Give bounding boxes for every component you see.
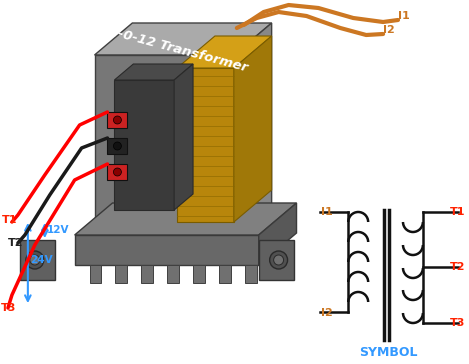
Polygon shape xyxy=(177,68,234,222)
Text: T2: T2 xyxy=(8,238,23,248)
Text: 24V: 24V xyxy=(30,255,53,265)
Polygon shape xyxy=(174,64,193,210)
Text: I1: I1 xyxy=(398,11,410,21)
Text: T2: T2 xyxy=(450,262,465,272)
Polygon shape xyxy=(219,265,231,283)
Polygon shape xyxy=(75,235,259,265)
Circle shape xyxy=(113,142,121,150)
Circle shape xyxy=(270,251,287,269)
Text: I2: I2 xyxy=(383,25,395,35)
Polygon shape xyxy=(115,265,128,283)
Polygon shape xyxy=(259,240,294,280)
Polygon shape xyxy=(177,36,272,68)
Polygon shape xyxy=(107,138,128,154)
Text: T3: T3 xyxy=(1,303,16,313)
Polygon shape xyxy=(245,265,257,283)
Polygon shape xyxy=(167,265,179,283)
Text: I1: I1 xyxy=(321,207,333,217)
Polygon shape xyxy=(114,80,174,210)
Circle shape xyxy=(273,255,284,265)
Polygon shape xyxy=(107,112,128,128)
Circle shape xyxy=(113,116,121,124)
Polygon shape xyxy=(234,36,272,222)
Polygon shape xyxy=(234,23,272,235)
Text: T3: T3 xyxy=(450,318,465,328)
Text: 12-0-12 Transformer: 12-0-12 Transformer xyxy=(98,22,250,74)
Circle shape xyxy=(26,251,44,269)
Polygon shape xyxy=(107,164,128,180)
Text: SYMBOL: SYMBOL xyxy=(359,345,417,359)
Polygon shape xyxy=(90,265,101,283)
Text: I2: I2 xyxy=(321,308,333,318)
Polygon shape xyxy=(95,23,272,55)
Text: T1: T1 xyxy=(450,207,465,217)
Polygon shape xyxy=(95,55,234,235)
Circle shape xyxy=(113,168,121,176)
Polygon shape xyxy=(75,203,296,235)
Polygon shape xyxy=(259,203,296,265)
Polygon shape xyxy=(141,265,153,283)
Text: 12V: 12V xyxy=(47,225,69,235)
Text: T1: T1 xyxy=(2,215,17,225)
Polygon shape xyxy=(193,265,205,283)
Polygon shape xyxy=(114,64,193,80)
Circle shape xyxy=(30,255,40,265)
Polygon shape xyxy=(20,240,55,280)
